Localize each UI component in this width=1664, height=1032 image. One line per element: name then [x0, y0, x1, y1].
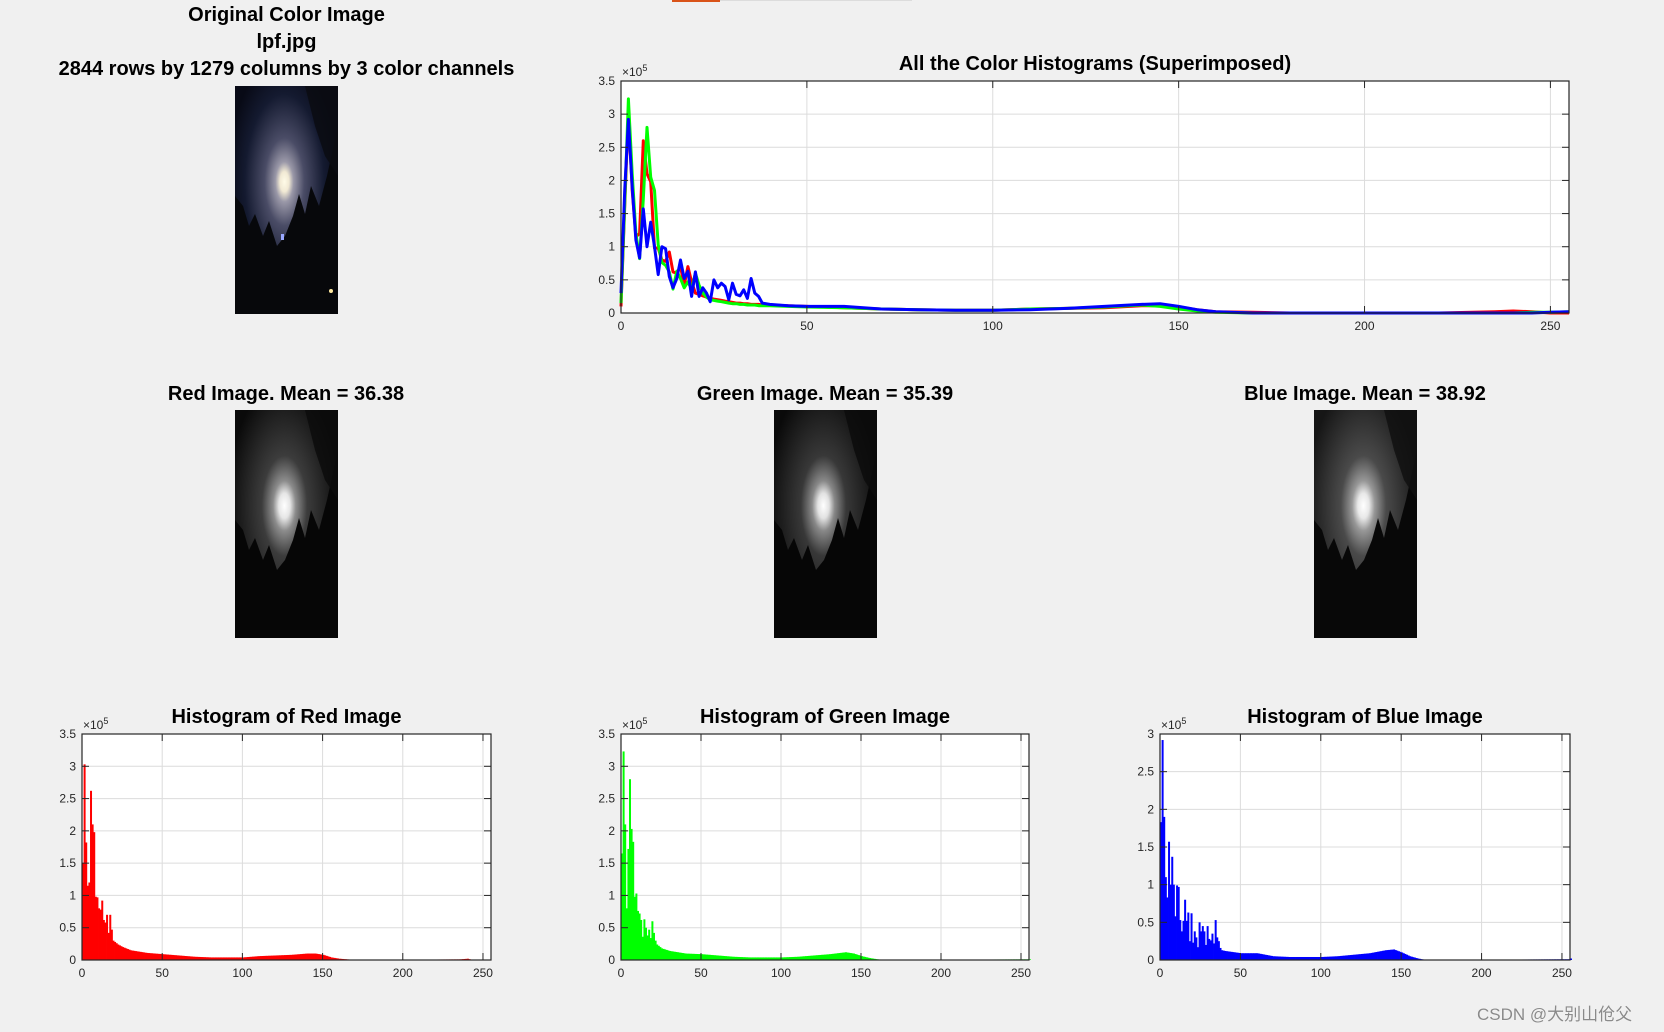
svg-text:3: 3 [1147, 727, 1154, 741]
svg-text:1.5: 1.5 [59, 856, 76, 870]
svg-text:0: 0 [1157, 966, 1164, 980]
svg-text:150: 150 [1391, 966, 1411, 980]
svg-text:0.5: 0.5 [598, 921, 615, 935]
blue_hist-bars [1160, 740, 1572, 960]
svg-text:3.5: 3.5 [59, 727, 76, 741]
toolbar-tab-accent [672, 0, 720, 2]
green_hist-plot: 0 50 100 150 200 250 0 0.5 1 1.5 2 2.5 3 3.5 ×105 [598, 716, 1031, 980]
watermark: CSDN @大别山伧父 [1477, 1005, 1633, 1024]
svg-text:2: 2 [608, 824, 615, 838]
green-channel-image [774, 410, 877, 638]
superimposed-histogram-axes[interactable]: 0 50 100 150 200 250 0 0.5 1 1.5 2 2.5 3 3.5 ×105 [598, 63, 1570, 333]
green-channel-photo-icon [774, 410, 877, 638]
svg-text:3: 3 [608, 759, 615, 773]
svg-text:3: 3 [69, 759, 76, 773]
svg-text:1.5: 1.5 [598, 207, 615, 221]
y-exponent-label: ×105 [1161, 716, 1186, 732]
blue-channel-image [1314, 410, 1417, 638]
svg-text:0: 0 [1147, 953, 1154, 967]
svg-text:2.5: 2.5 [598, 792, 615, 806]
svg-text:50: 50 [1234, 966, 1248, 980]
svg-text:250: 250 [1540, 319, 1560, 333]
green-histogram-axes[interactable]: 0 50 100 150 200 250 0 0.5 1 1.5 2 2.5 3 3.5 ×105 [598, 716, 1031, 980]
svg-text:0: 0 [618, 966, 625, 980]
svg-text:2: 2 [69, 824, 76, 838]
y-exponent-label: ×105 [622, 716, 647, 732]
svg-text:3: 3 [608, 107, 615, 121]
green-histogram-title: Histogram of Green Image [699, 706, 951, 728]
svg-text:250: 250 [1011, 966, 1031, 980]
svg-text:100: 100 [771, 966, 791, 980]
svg-text:0: 0 [618, 319, 625, 333]
svg-text:0: 0 [69, 953, 76, 967]
svg-text:3.5: 3.5 [598, 74, 615, 88]
y-exponent-label: ×105 [622, 63, 647, 79]
svg-text:100: 100 [232, 966, 252, 980]
original-image-title: Original Color Image lpf.jpg 2844 rows b… [0, 2, 573, 83]
blue-histogram-title: Histogram of Blue Image [1247, 706, 1483, 728]
svg-text:100: 100 [983, 319, 1003, 333]
svg-text:200: 200 [393, 966, 413, 980]
moon-night-photo-icon [235, 86, 338, 314]
svg-text:200: 200 [1355, 319, 1375, 333]
svg-text:0.5: 0.5 [598, 273, 615, 287]
svg-text:0: 0 [608, 306, 615, 320]
svg-text:1: 1 [608, 240, 615, 254]
svg-text:0: 0 [79, 966, 86, 980]
superimposed-chart-title: All the Color Histograms (Superimposed) [898, 53, 1292, 75]
y-exponent-label: ×105 [83, 716, 108, 732]
svg-text:50: 50 [694, 966, 708, 980]
svg-text:1: 1 [69, 888, 76, 902]
green-image-title: Green Image. Mean = 35.39 [696, 383, 954, 405]
svg-text:250: 250 [473, 966, 493, 980]
toolbar-tab-strip [720, 0, 912, 1]
blue-histogram-axes[interactable]: 0 50 100 150 200 250 0 0.5 1 1.5 2 2.5 3 ×105 [1137, 716, 1572, 980]
svg-text:100: 100 [1311, 966, 1331, 980]
svg-text:0.5: 0.5 [1137, 915, 1154, 929]
svg-text:150: 150 [313, 966, 333, 980]
svg-text:150: 150 [851, 966, 871, 980]
svg-text:2.5: 2.5 [59, 792, 76, 806]
svg-text:50: 50 [800, 319, 814, 333]
svg-text:3.5: 3.5 [598, 727, 615, 741]
svg-text:1: 1 [608, 888, 615, 902]
original-title-line2: lpf.jpg [256, 31, 317, 53]
svg-text:150: 150 [1169, 319, 1189, 333]
red-channel-image [235, 410, 338, 638]
original-color-image [235, 86, 338, 314]
superimposed-plot: 0 50 100 150 200 250 0 0.5 1 1.5 2 2.5 3 3.5 ×105 [598, 63, 1570, 333]
svg-text:1.5: 1.5 [598, 856, 615, 870]
svg-text:1: 1 [1147, 878, 1154, 892]
red-channel-photo-icon [235, 410, 338, 638]
red-histogram-axes[interactable]: 0 50 100 150 200 250 0 0.5 1 1.5 2 2.5 3 3.5 ×105 [59, 716, 493, 980]
blue_hist-plot: 0 50 100 150 200 250 0 0.5 1 1.5 2 2.5 3 ×105 [1137, 716, 1572, 980]
red_hist-plot: 0 50 100 150 200 250 0 0.5 1 1.5 2 2.5 3 3.5 ×105 [59, 716, 493, 980]
svg-text:2.5: 2.5 [1137, 765, 1154, 779]
svg-text:0: 0 [608, 953, 615, 967]
svg-text:0.5: 0.5 [59, 921, 76, 935]
svg-text:1.5: 1.5 [1137, 840, 1154, 854]
svg-text:2.5: 2.5 [598, 140, 615, 154]
red-image-title: Red Image. Mean = 36.38 [167, 383, 405, 405]
red-histogram-title: Histogram of Red Image [171, 706, 402, 728]
original-title-line1: Original Color Image [188, 4, 385, 26]
svg-text:200: 200 [1472, 966, 1492, 980]
svg-text:50: 50 [156, 966, 170, 980]
original-title-line3: 2844 rows by 1279 columns by 3 color cha… [58, 58, 515, 80]
blue-image-title: Blue Image. Mean = 38.92 [1244, 383, 1486, 405]
blue-channel-photo-icon [1314, 410, 1417, 638]
svg-text:2: 2 [1147, 802, 1154, 816]
svg-text:250: 250 [1552, 966, 1572, 980]
series-blue [619, 117, 1570, 315]
svg-text:2: 2 [608, 173, 615, 187]
svg-text:200: 200 [931, 966, 951, 980]
